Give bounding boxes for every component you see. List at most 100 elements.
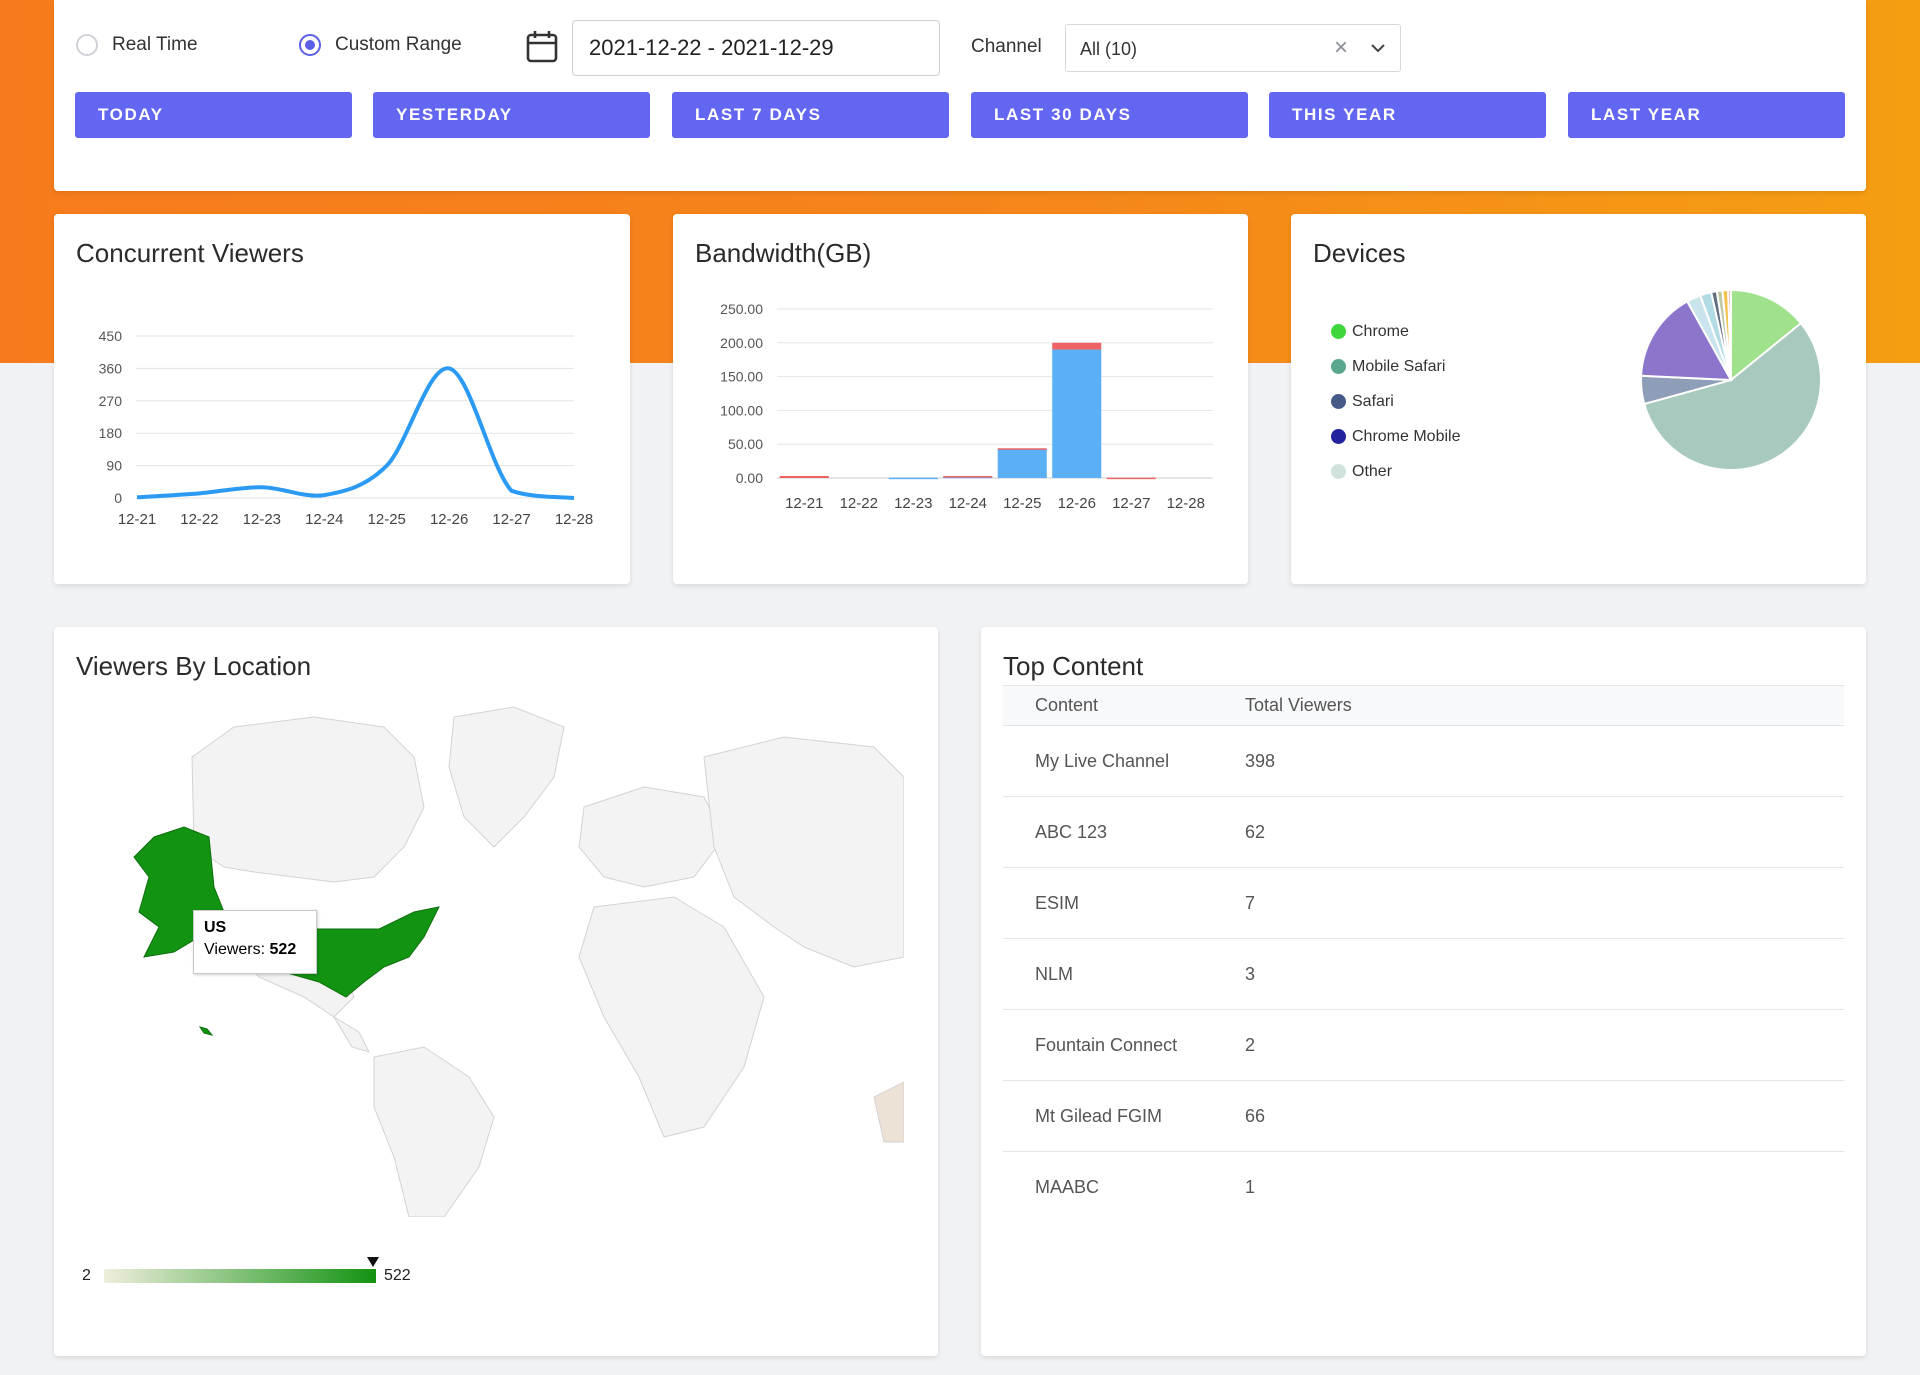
realtime-label: Real Time <box>112 34 198 55</box>
y-tick-label: 0 <box>114 490 122 506</box>
bar-12-21-series-1 <box>779 475 829 478</box>
table-row[interactable]: ESIM 7 <box>1003 867 1844 939</box>
y-tick-label: 450 <box>99 328 123 344</box>
x-tick-label: 12-21 <box>118 511 156 528</box>
top-content-table: Content Total Viewers My Live Channel 398… <box>1003 685 1844 1223</box>
devices-card: Devices Chrome Mobile Safari Safari Chrome … <box>1291 214 1866 584</box>
tooltip-label: Viewers: <box>204 941 266 958</box>
cell-content: Fountain Connect <box>1003 1009 1245 1081</box>
tooltip-country: US <box>204 919 227 936</box>
bandwidth-card: Bandwidth(GB) 0.00 50.00 100.00 150.00 200.0… <box>673 214 1248 584</box>
cell-viewers: 66 <box>1245 1080 1844 1152</box>
cell-content: ESIM <box>1003 867 1245 939</box>
legend-item[interactable]: Chrome Mobile <box>1331 419 1460 454</box>
legend-label: Chrome Mobile <box>1352 427 1461 445</box>
legend-dot <box>1331 359 1346 374</box>
x-tick-label: 12-28 <box>555 511 593 528</box>
table-row[interactable]: NLM 3 <box>1003 938 1844 1010</box>
x-tick-label: 12-24 <box>949 495 987 512</box>
legend-item[interactable]: Safari <box>1331 384 1460 419</box>
top-content-card: Top Content Content Total Viewers My Liv… <box>981 627 1866 1356</box>
map-europe <box>578 786 725 888</box>
last-30-days-button[interactable]: LAST 30 DAYS <box>971 92 1248 138</box>
x-tick-label: 12-22 <box>840 495 878 512</box>
devices-legend: Chrome Mobile Safari Safari Chrome Mobile Ot… <box>1331 314 1460 489</box>
realtime-radio[interactable] <box>76 34 98 56</box>
close-icon[interactable]: × <box>1334 34 1349 61</box>
legend-dot <box>1331 394 1346 409</box>
map-tooltip: US Viewers: 522 <box>193 910 317 974</box>
custom-range-label: Custom Range <box>335 34 462 55</box>
y-tick-label: 270 <box>99 393 123 409</box>
x-tick-label: 12-25 <box>1003 495 1041 512</box>
table-row[interactable]: My Live Channel 398 <box>1003 725 1844 797</box>
bar-12-25-series-0 <box>997 448 1047 478</box>
concurrent-viewers-card: Concurrent Viewers 0 90 180 270 360 450 12-21 1… <box>54 214 630 584</box>
legend-item[interactable]: Chrome <box>1331 314 1460 349</box>
cell-viewers: 7 <box>1245 867 1844 939</box>
legend-dot <box>1331 429 1346 444</box>
custom-range-radio-option[interactable]: Custom Range <box>299 34 462 56</box>
x-tick-label: 12-27 <box>492 511 530 528</box>
cell-viewers: 398 <box>1245 725 1844 797</box>
color-scale-bar <box>104 1269 376 1283</box>
scale-max-label: 522 <box>384 1267 411 1284</box>
pie-slice-1[interactable] <box>1643 321 1822 471</box>
x-tick-label: 12-27 <box>1112 495 1150 512</box>
world-map[interactable] <box>84 697 904 1217</box>
pie-slice-3[interactable] <box>1640 299 1733 382</box>
last-year-button[interactable]: LAST YEAR <box>1568 92 1845 138</box>
calendar-icon[interactable] <box>526 30 558 64</box>
cell-viewers: 62 <box>1245 796 1844 868</box>
legend-dot <box>1331 324 1346 339</box>
pie-slice-9[interactable] <box>1727 288 1732 381</box>
this-year-button[interactable]: THIS YEAR <box>1269 92 1546 138</box>
bar-12-26-series-0 <box>1052 349 1102 478</box>
legend-item[interactable]: Other <box>1331 454 1460 489</box>
date-range-input[interactable] <box>572 20 940 76</box>
top-content-title: Top Content <box>1003 651 1144 681</box>
pie-slice-0[interactable] <box>1730 288 1803 383</box>
yesterday-button[interactable]: YESTERDAY <box>373 92 650 138</box>
y-tick-label: 0.00 <box>736 470 763 486</box>
table-header-row: Content Total Viewers <box>1003 685 1844 726</box>
cell-content: Mt Gilead FGIM <box>1003 1080 1245 1152</box>
bandwidth-chart: 0.00 50.00 100.00 150.00 200.00 250.00 12-21 12… <box>720 301 1213 512</box>
map-australia <box>873 1081 904 1143</box>
x-tick-label: 12-25 <box>368 511 406 528</box>
legend-label: Mobile Safari <box>1352 357 1446 375</box>
table-row[interactable]: Mt Gilead FGIM 66 <box>1003 1080 1844 1152</box>
custom-range-radio[interactable] <box>299 34 321 56</box>
last-7-days-button[interactable]: LAST 7 DAYS <box>672 92 949 138</box>
x-tick-label: 12-22 <box>180 511 218 528</box>
x-tick-label: 12-28 <box>1167 495 1205 512</box>
devices-title: Devices <box>1313 238 1406 268</box>
channel-select[interactable]: All (10) × <box>1065 24 1401 72</box>
x-tick-label: 12-24 <box>305 511 343 528</box>
table-row[interactable]: ABC 123 62 <box>1003 796 1844 868</box>
bar-12-26-series-1 <box>1052 342 1102 350</box>
legend-label: Chrome <box>1352 322 1409 340</box>
bar-12-23-series-0 <box>888 477 938 480</box>
table-row[interactable]: MAABC 1 <box>1003 1152 1844 1223</box>
legend-item[interactable]: Mobile Safari <box>1331 349 1460 384</box>
y-tick-label: 200.00 <box>720 335 763 351</box>
y-tick-label: 180 <box>99 425 123 441</box>
column-header-content: Content <box>1003 685 1245 726</box>
filter-panel: Real Time Custom Range Channel All (10) … <box>54 0 1866 191</box>
viewers-by-location-title: Viewers By Location <box>76 651 312 681</box>
scale-marker-icon <box>367 1257 379 1267</box>
chevron-down-icon[interactable] <box>1370 41 1386 55</box>
table-row[interactable]: Fountain Connect 2 <box>1003 1009 1844 1081</box>
map-greenland <box>448 706 565 848</box>
scale-min-label: 2 <box>82 1267 91 1284</box>
cell-content: My Live Channel <box>1003 725 1245 797</box>
today-button[interactable]: TODAY <box>75 92 352 138</box>
realtime-radio-option[interactable]: Real Time <box>76 34 198 56</box>
channel-label: Channel <box>971 36 1042 57</box>
devices-pie-chart <box>1640 288 1822 471</box>
cell-viewers: 2 <box>1245 1009 1844 1081</box>
y-tick-label: 90 <box>106 458 122 474</box>
cell-content: NLM <box>1003 938 1245 1010</box>
bar-12-27-series-1 <box>1106 477 1156 480</box>
